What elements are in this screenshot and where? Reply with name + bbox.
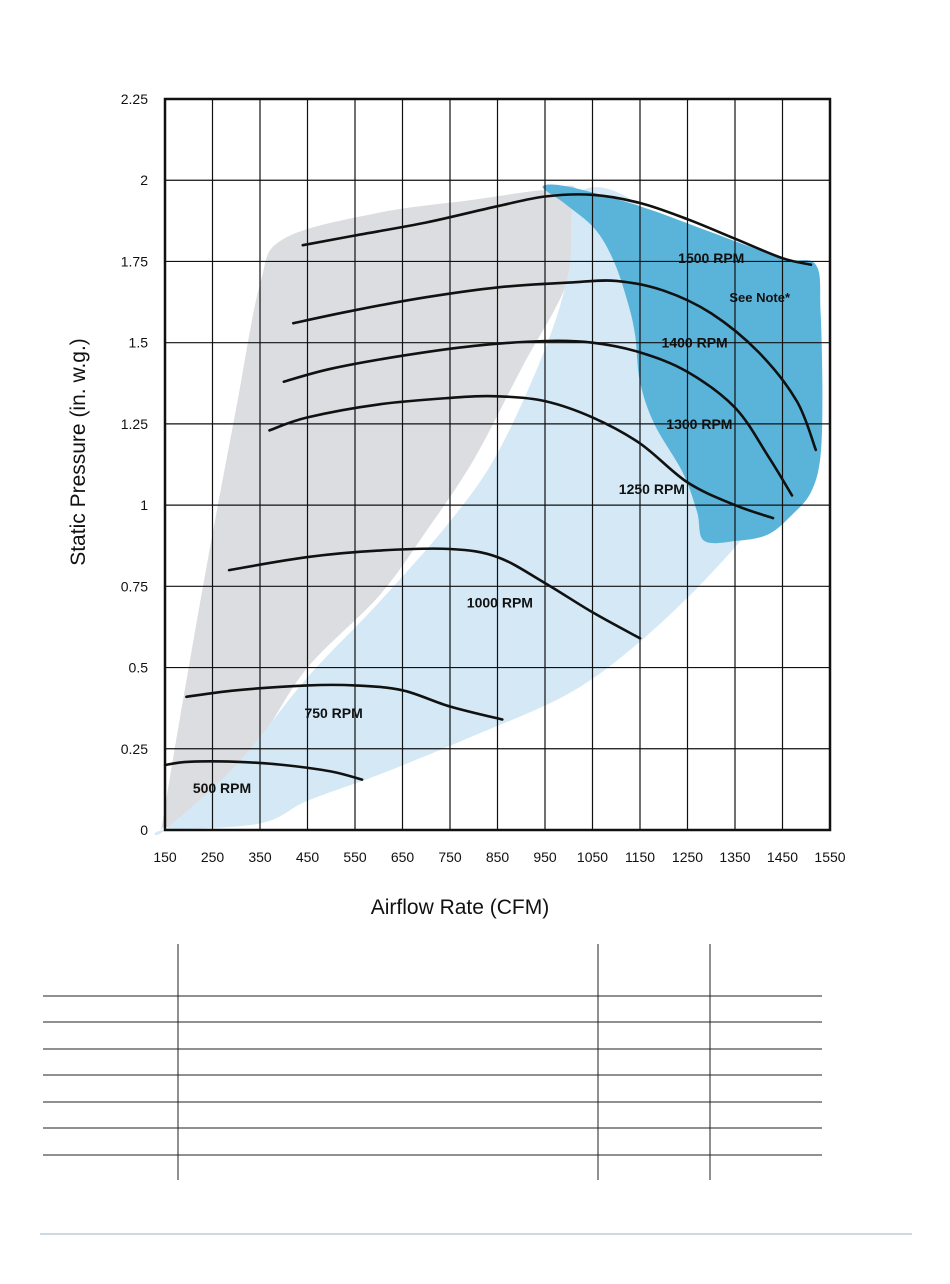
y-tick-label: 1.25 [121,416,148,432]
curve-1250-rpm [268,394,775,520]
y-tick-label: 0.75 [121,578,148,594]
x-tick-label: 1250 [672,849,703,865]
rpm-label-1000: 1000 RPM [467,595,533,611]
rpm-label-750: 750 RPM [304,705,362,721]
y-axis-title: Static Pressure (in. w.g.) [67,338,90,566]
rpm-label-1500: 1500 RPM [678,250,744,266]
x-tick-label: 1550 [814,849,845,865]
curve-500-rpm [163,760,364,781]
x-tick-label: 950 [533,849,557,865]
y-tick-label: 2 [140,172,148,188]
see-note-label: See Note* [729,290,791,305]
region-light-blue [154,187,779,836]
y-tick-label: 2.25 [121,91,148,107]
curve-1300-rpm [282,339,794,497]
y-tick-label: 0.5 [129,660,149,676]
x-tick-label: 450 [296,849,320,865]
y-tick-label: 0 [140,822,148,838]
x-tick-label: 1150 [625,849,655,865]
x-tick-label: 150 [153,849,177,865]
rpm-labels: 500 RPM 750 RPM 1000 RPM 1250 RPM 1300 RPM 14… [193,250,791,796]
rpm-label-1300: 1300 RPM [666,416,732,432]
plot-frame [163,97,832,832]
curve-1000-rpm [227,547,642,640]
region-medium-blue [542,184,823,544]
y-tick-label: 0.25 [121,741,148,757]
rpm-label-1250: 1250 RPM [619,481,685,497]
x-tick-label: 1450 [767,849,798,865]
curve-750-rpm [185,683,504,721]
x-tick-label: 350 [248,849,272,865]
x-tick-label: 750 [438,849,462,865]
x-tick-label: 550 [343,849,367,865]
x-axis-ticks: 150 250 350 450 550 650 750 850 950 1050 1150 1250 1… [153,849,845,865]
curve-1500-rpm [301,193,813,266]
y-tick-label: 1 [140,497,148,513]
y-axis-ticks: 0 0.25 0.5 0.75 1 1.25 1.5 1.75 2 2.25 [121,91,148,838]
rpm-curves [163,193,818,781]
rpm-label-500: 500 RPM [193,780,251,796]
x-axis-title: Airflow Rate (CFM) [371,896,550,919]
rpm-label-1400: 1400 RPM [662,335,728,351]
x-tick-label: 1050 [577,849,608,865]
y-tick-label: 1.5 [129,335,149,351]
y-tick-label: 1.75 [121,253,148,269]
x-tick-label: 650 [391,849,415,865]
x-tick-label: 250 [201,849,225,865]
x-tick-label: 1350 [719,849,750,865]
curve-1400-rpm [292,279,818,452]
x-tick-label: 850 [486,849,510,865]
